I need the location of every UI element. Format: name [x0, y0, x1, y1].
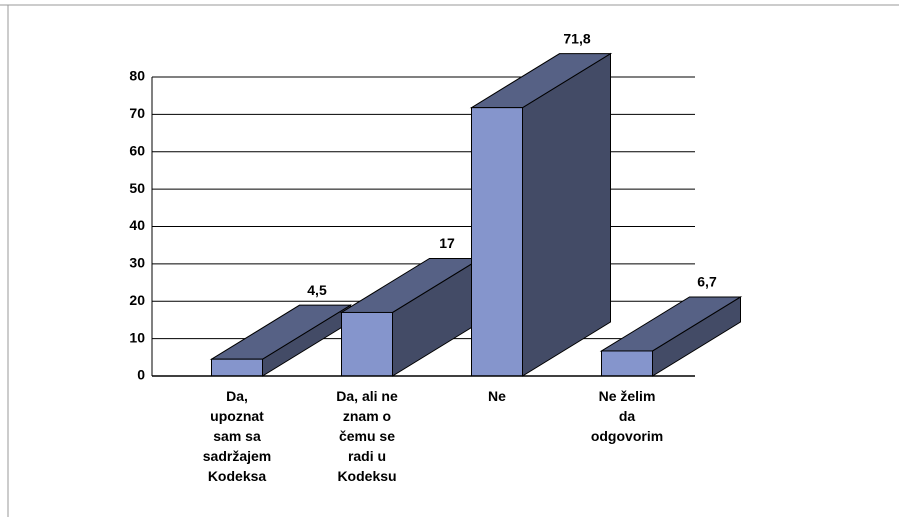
x-tick-label: Ne želim da odgovorim	[590, 388, 664, 444]
y-tick-label: 40	[129, 217, 145, 233]
y-tick-label: 50	[129, 180, 145, 196]
bar	[211, 358, 263, 377]
value-label: 4,5	[307, 282, 327, 298]
bar	[471, 107, 523, 377]
x-tick-label: Ne	[488, 388, 506, 404]
y-tick-label: 20	[129, 292, 145, 308]
x-tick-label: Da, ali ne znam o čemu se radi u Kodeksu	[336, 388, 398, 484]
bar-side	[522, 52, 611, 377]
bar	[341, 311, 393, 377]
y-tick-label: 0	[137, 367, 145, 383]
value-label: 17	[439, 235, 455, 251]
y-tick-label: 10	[129, 329, 145, 345]
value-label: 6,7	[697, 274, 717, 290]
y-tick-label: 80	[129, 68, 145, 84]
y-tick-label: 70	[129, 105, 145, 121]
y-tick-label: 30	[129, 255, 145, 271]
x-tick-label: Da, upoznat sam sa sadržajem Kodeksa	[202, 388, 272, 484]
y-tick-label: 60	[129, 142, 145, 158]
value-label: 71,8	[563, 30, 590, 46]
bar	[601, 350, 653, 377]
